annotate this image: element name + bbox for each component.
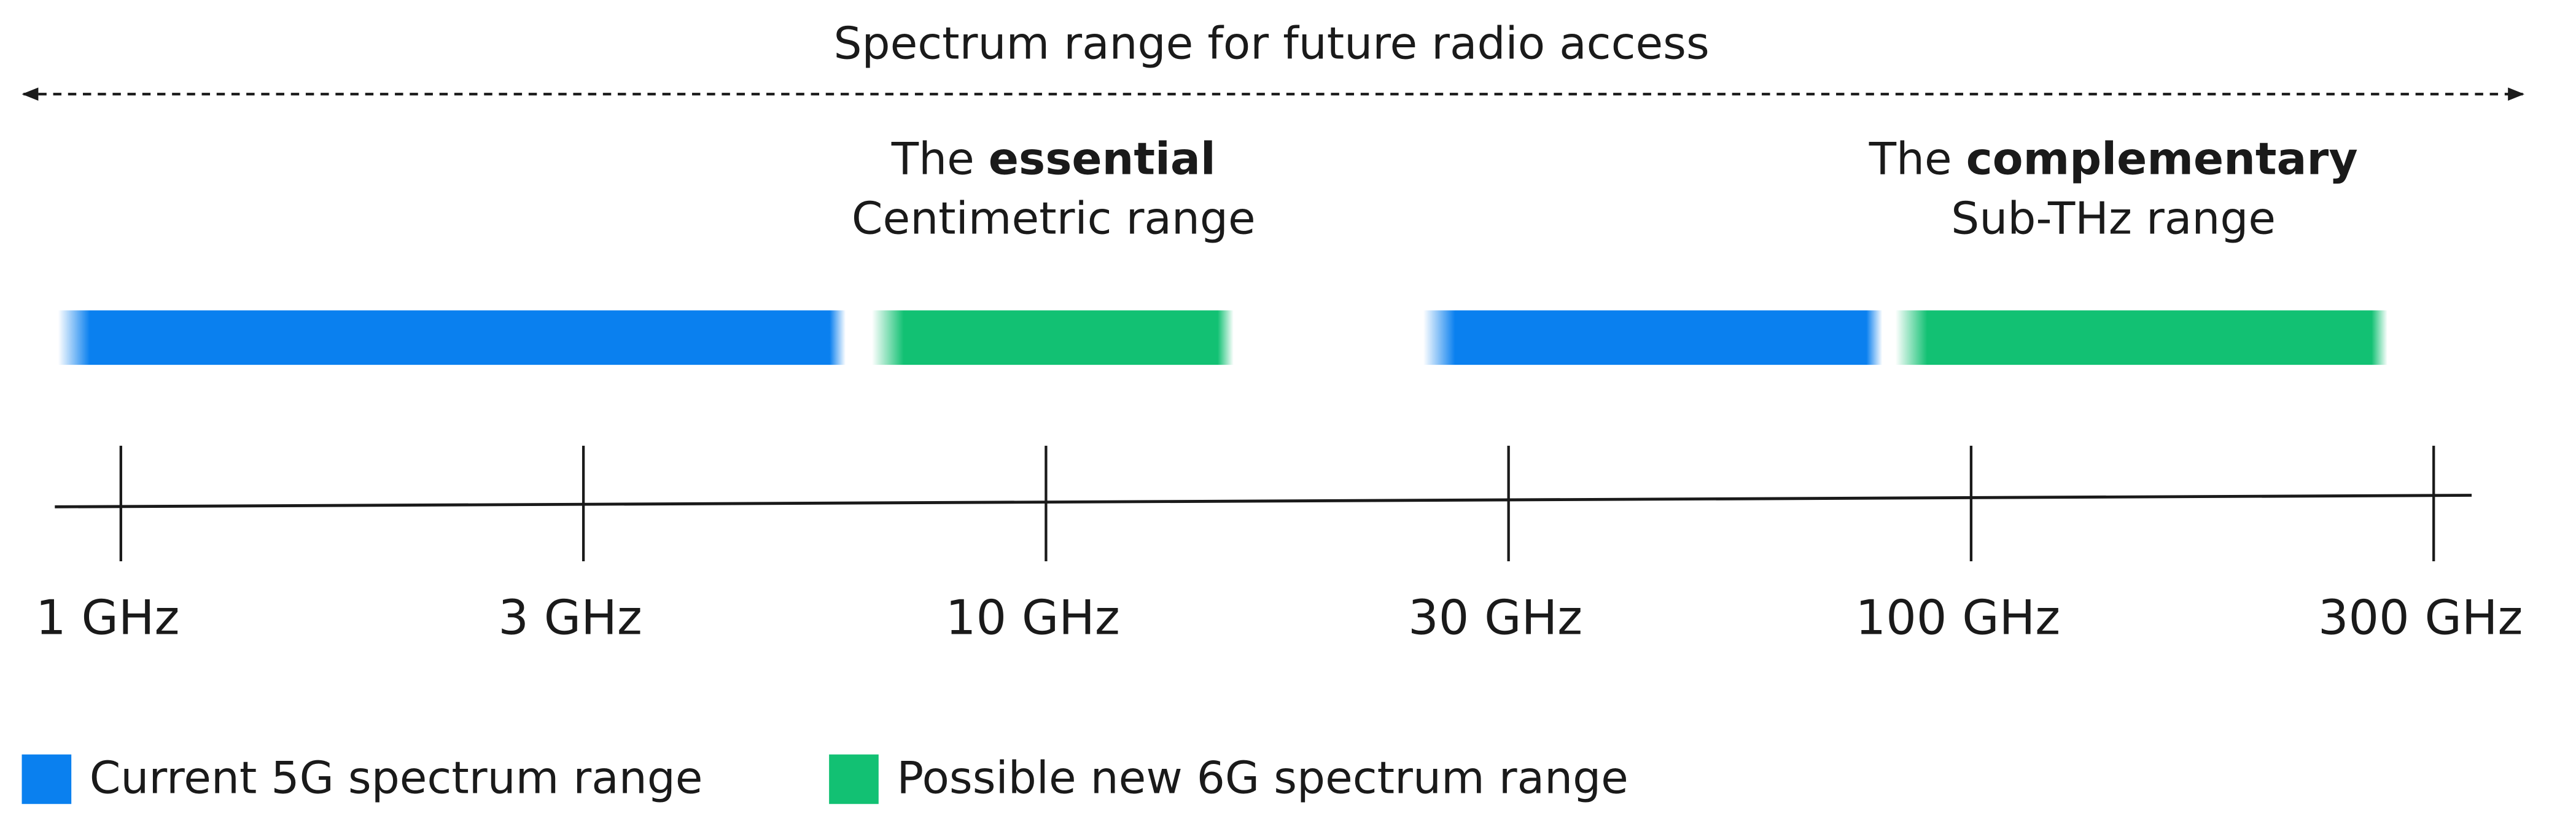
legend-label: Current 5G spectrum range (90, 753, 703, 804)
range-name: Centimetric range (852, 193, 1256, 244)
heading-space (975, 133, 989, 185)
axis-label: 300 GHz (2318, 590, 2523, 645)
heading-space (1952, 133, 1966, 185)
heading-prefix: The (1869, 133, 1952, 185)
axis-label: 1 GHz (36, 590, 179, 645)
spectrum-bar (1423, 310, 1883, 365)
legend-label: Possible new 6G spectrum range (897, 753, 1628, 804)
range-heading: The essential (891, 133, 1216, 185)
axis-label: 30 GHz (1408, 590, 1582, 645)
axis-line (55, 494, 2472, 508)
axis-label: 3 GHz (498, 590, 642, 645)
heading-emphasis: complementary (1966, 133, 2358, 185)
spectrum-bar (872, 310, 1234, 365)
spectrum-bar (1895, 310, 2387, 365)
axis-label: 10 GHz (946, 590, 1120, 645)
range-name: Sub-THz range (1951, 193, 2276, 244)
title: Spectrum range for future radio access (833, 18, 1709, 69)
legend-swatch (829, 754, 879, 804)
legend-swatch (21, 754, 72, 804)
heading-prefix: The (891, 133, 975, 185)
spectrum-bar (58, 310, 846, 365)
range-heading: The complementary (1869, 133, 2358, 185)
axis-label: 100 GHz (1856, 590, 2061, 645)
heading-emphasis: essential (989, 133, 1216, 185)
